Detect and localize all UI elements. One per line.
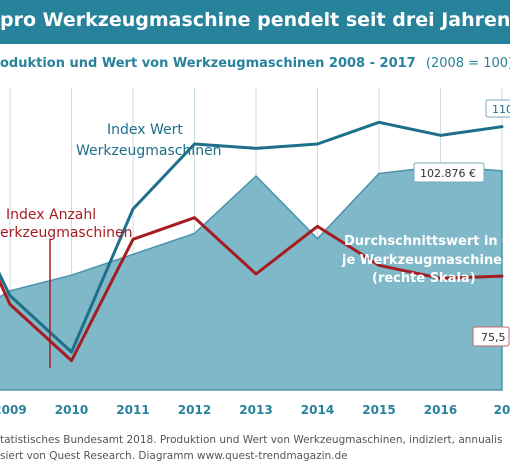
x-tick-label: 2016 bbox=[424, 403, 457, 417]
wert-annotation-line2: Werkzeugmaschinen bbox=[76, 143, 222, 159]
source-line-1: tatistisches Bundesamt 2018. Produktion … bbox=[0, 434, 503, 446]
wert-2017-label-text: 110 bbox=[492, 103, 510, 116]
x-tick-label: 2010 bbox=[55, 403, 88, 417]
chart-subtitle-row: oduktion und Wert von Werkzeugmaschinen … bbox=[0, 56, 510, 71]
value-labels: 110 102.876 € 75,5 bbox=[413, 99, 510, 347]
wert-2017-label: 110 bbox=[485, 99, 510, 118]
durchschnitt-2016-label-box bbox=[413, 162, 485, 183]
series-annotations: Index Wert Werkzeugmaschinen Index Anzah… bbox=[0, 122, 510, 286]
index-wert-line bbox=[0, 120, 504, 354]
x-tick-label: 2012 bbox=[178, 403, 211, 417]
durchschnitt-2016-label: 102.876 € bbox=[413, 162, 485, 183]
source-footer: tatistisches Bundesamt 2018. Produktion … bbox=[0, 432, 510, 464]
durchschnitt-2016-label-text: 102.876 € bbox=[420, 167, 476, 180]
x-axis: 2009 2010 2011 2012 2013 2014 2015 2016 20 bbox=[0, 403, 510, 417]
x-tick-label: 2009 bbox=[0, 403, 27, 417]
wert-annotation-line1: Index Wert bbox=[107, 122, 183, 138]
durchschnitt-annotation-line2: je Werkzeugmaschine bbox=[341, 253, 502, 268]
x-tick-label: 2014 bbox=[301, 403, 334, 417]
x-tick-label: 20 bbox=[494, 403, 510, 417]
average-value-area-shape bbox=[0, 165, 503, 391]
page-title: pro Werkzeugmaschine pendelt seit drei J… bbox=[0, 9, 510, 31]
index-anzahl-line bbox=[0, 216, 504, 363]
anzahl-2017-label: 75,5 bbox=[472, 326, 510, 347]
durchschnitt-annotation-line3: (rechte Skala) bbox=[372, 271, 476, 286]
x-tick-label: 2011 bbox=[116, 403, 149, 417]
wert-2017-label-box bbox=[485, 99, 510, 118]
anzahl-2017-label-box bbox=[472, 326, 510, 347]
anzahl-2017-label-text: 75,5 bbox=[481, 331, 506, 344]
chart-subtitle: oduktion und Wert von Werkzeugmaschinen … bbox=[0, 56, 416, 71]
x-tick-label: 2013 bbox=[239, 403, 272, 417]
anzahl-annotation-line1: Index Anzahl bbox=[6, 207, 96, 223]
source-line-2: siert von Quest Research. Diagramm www.q… bbox=[0, 450, 348, 462]
index-lines bbox=[0, 120, 504, 368]
durchschnitt-annotation-line1: Durchschnittswert in € bbox=[344, 234, 510, 249]
average-value-area bbox=[0, 165, 503, 391]
title-bar: pro Werkzeugmaschine pendelt seit drei J… bbox=[0, 0, 510, 44]
anzahl-annotation-line2: erkzeugmaschinen bbox=[0, 225, 133, 241]
chart-subtitle-note: (2008 = 100) bbox=[425, 56, 510, 71]
x-tick-label: 2015 bbox=[362, 403, 395, 417]
